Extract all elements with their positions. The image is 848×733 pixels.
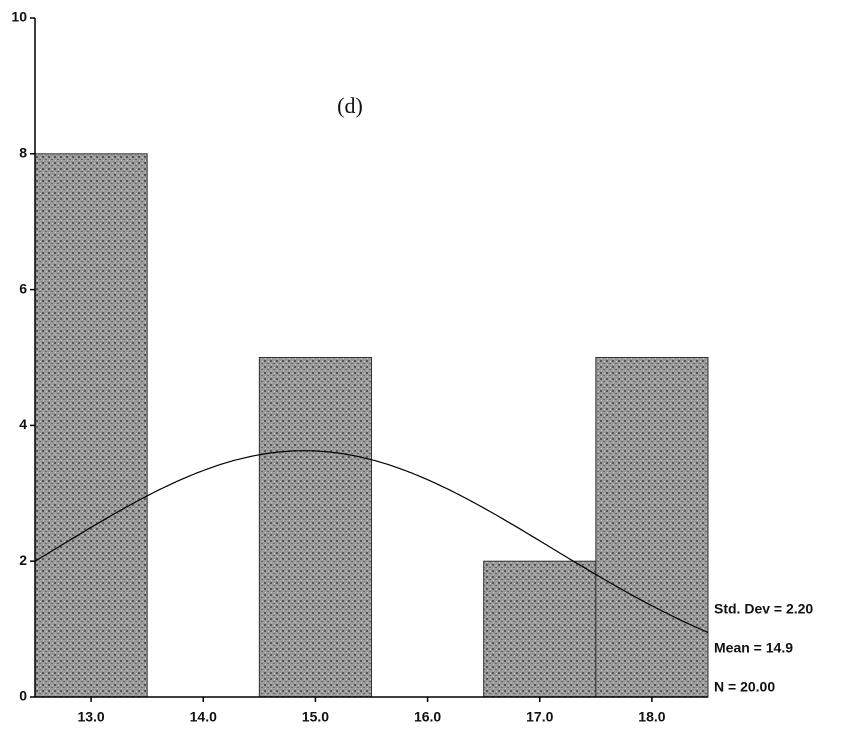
y-tick-label: 10 <box>11 9 27 25</box>
x-tick-label: 13.0 <box>77 709 104 725</box>
x-tick-label: 16.0 <box>414 709 441 725</box>
stat-label: Std. Dev = 2.20 <box>714 601 813 617</box>
x-tick-label: 15.0 <box>302 709 329 725</box>
y-tick-label: 4 <box>19 416 27 432</box>
stat-label: Mean = 14.9 <box>714 640 793 656</box>
bar <box>35 154 147 697</box>
bar <box>259 358 371 698</box>
chart: (d) 0 2 4 6 8 10 13.0 14.0 15.0 16.0 17.0 18.0 Std. … <box>0 0 848 733</box>
y-tick-label: 0 <box>19 688 27 704</box>
x-tick-label: 18.0 <box>638 709 665 725</box>
y-tick-label: 2 <box>19 552 27 568</box>
y-tick-label: 8 <box>19 145 27 161</box>
bar <box>484 561 596 697</box>
x-tick-label: 17.0 <box>526 709 553 725</box>
y-tick-label: 6 <box>19 280 27 296</box>
x-tick-label: 14.0 <box>190 709 217 725</box>
bar <box>596 358 708 698</box>
page: (d) 0 2 4 6 8 10 13.0 14.0 15.0 16.0 17.0 18.0 Std. … <box>0 0 848 733</box>
stat-label: N = 20.00 <box>714 679 775 695</box>
annotation: (d) <box>337 93 363 118</box>
